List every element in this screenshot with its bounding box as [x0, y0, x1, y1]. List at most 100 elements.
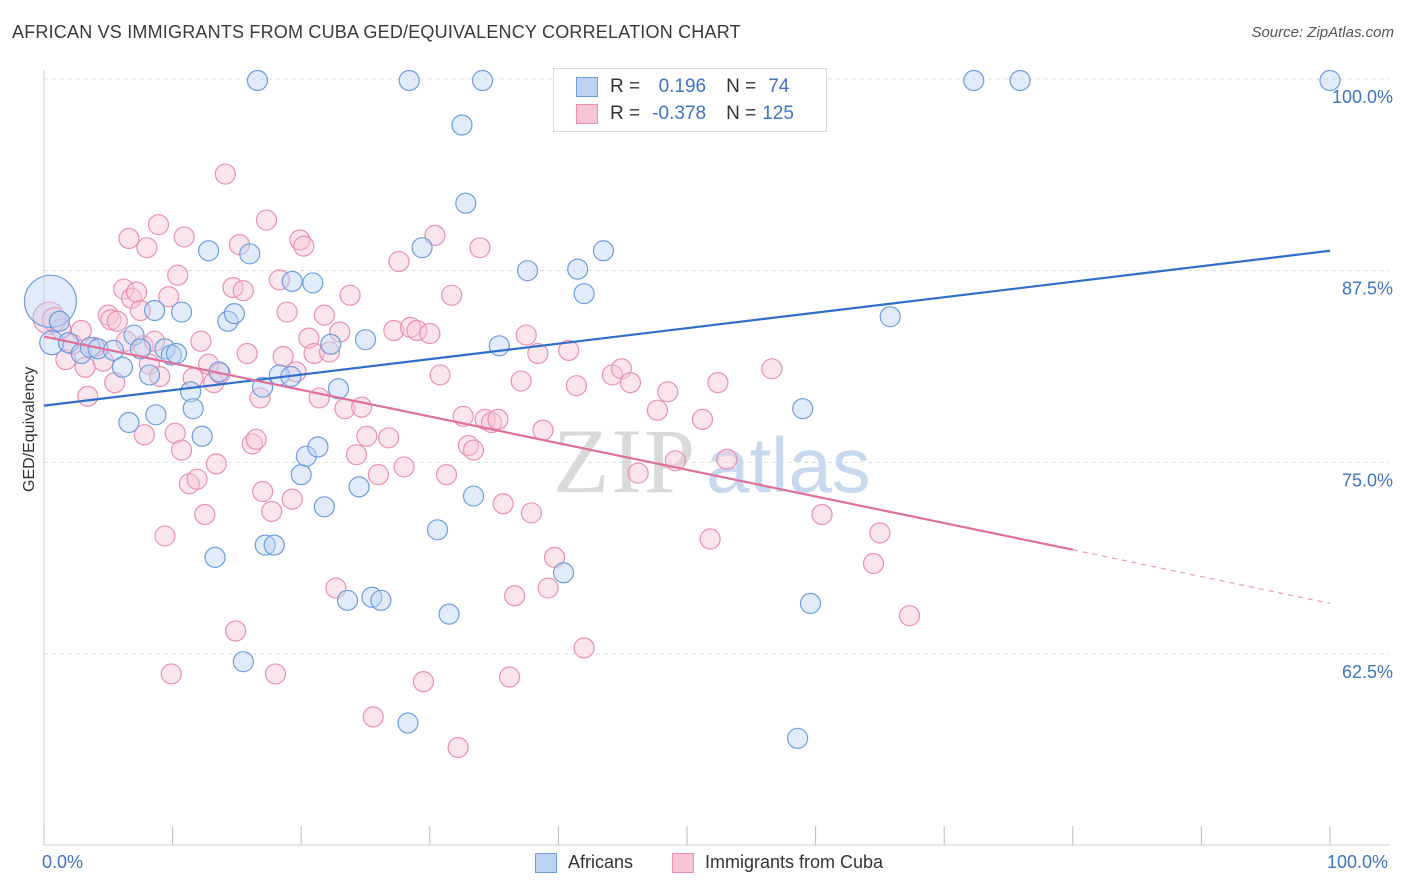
cuba-point — [190, 330, 212, 352]
cuba-point — [435, 464, 458, 486]
legend-r-value: -0.378 — [652, 103, 707, 124]
cuba-trend-extension — [1072, 549, 1331, 604]
legend-r-value: 0.196 — [658, 76, 707, 97]
cuba-point — [313, 304, 335, 326]
cuba-point — [487, 408, 509, 430]
africans-point — [573, 283, 595, 305]
cuba-point — [133, 424, 155, 446]
cuba-point — [225, 620, 247, 642]
axes — [43, 70, 1390, 846]
cuba-point — [281, 488, 303, 510]
cuba-point — [520, 502, 542, 524]
cuba-point — [565, 375, 588, 397]
y-axis-label: GED/Equivalency — [21, 366, 38, 492]
y-tick-label: 100.0% — [1332, 87, 1393, 107]
correlation-legend: R = 0.196 N = 74 R = -0.378 N = 125 — [553, 68, 827, 132]
africans-point — [118, 411, 140, 434]
africans-point — [438, 603, 460, 625]
legend-r-label: R = — [610, 76, 641, 97]
legend-n-label: N = — [726, 76, 757, 97]
cuba-point — [419, 322, 441, 345]
africans-point — [239, 243, 261, 265]
africans-point — [165, 342, 188, 365]
series-legend: Africans Immigrants from Cuba — [0, 852, 1406, 876]
series-label-africans: Africans — [568, 852, 634, 872]
cuba-point — [367, 464, 389, 486]
africans-point — [370, 589, 392, 611]
legend-n-label: N = — [726, 103, 757, 124]
africans-point — [313, 496, 335, 518]
africans-point — [204, 546, 226, 569]
africans-point — [348, 476, 370, 498]
cuba-point — [167, 264, 189, 286]
africans-point — [1009, 69, 1031, 92]
africans-point — [111, 356, 134, 378]
cuba-point — [424, 224, 446, 246]
cuba-point — [261, 500, 283, 522]
cuba-point — [388, 250, 410, 273]
cuba-point — [657, 381, 679, 403]
africans-point — [198, 240, 220, 262]
y-tick-label: 62.5% — [1342, 662, 1393, 682]
africans-point — [295, 445, 317, 467]
cuba-point — [646, 399, 669, 421]
africans-point — [223, 303, 245, 325]
africans-trend-line — [43, 249, 1331, 407]
cuba-point — [106, 310, 128, 332]
africans-point — [488, 335, 510, 357]
cuba-point — [345, 444, 368, 466]
cuba-point — [441, 284, 463, 306]
africans-point — [327, 378, 350, 400]
chart-title: AFRICAN VS IMMIGRANTS FROM CUBA GED/EQUI… — [12, 22, 741, 42]
watermark-zip: ZIP — [553, 410, 697, 512]
cuba-point — [898, 605, 921, 627]
africans-point — [567, 258, 589, 280]
cuba-point — [510, 370, 532, 392]
cuba-point — [532, 419, 554, 441]
x-tick-min: 0.0% — [42, 852, 84, 872]
cuba-point — [339, 284, 361, 306]
cuba-point — [252, 480, 274, 503]
africans-point — [336, 589, 359, 611]
cuba-point — [699, 528, 721, 550]
africans-point — [232, 651, 254, 673]
cuba-point — [527, 342, 549, 365]
cuba-point — [272, 345, 294, 368]
cuba-point — [232, 280, 254, 302]
africans-point — [592, 240, 615, 262]
cuba-point — [276, 301, 298, 323]
cuba-point — [716, 448, 738, 470]
legend-n-value: 74 — [768, 76, 790, 97]
cuba-point — [70, 319, 92, 342]
watermark-atlas: atlas — [706, 421, 871, 509]
cuba-point — [469, 237, 491, 259]
cuba-point — [498, 666, 521, 688]
series-africans — [23, 69, 1341, 749]
africans-point — [799, 592, 822, 615]
cuba-point — [573, 637, 595, 659]
cuba-point — [236, 342, 258, 365]
africans-point — [123, 324, 145, 346]
cuba-point — [869, 522, 891, 544]
cuba-point — [77, 385, 99, 407]
africans-point — [354, 329, 377, 351]
cuba-point — [515, 324, 537, 346]
africans-point — [145, 404, 167, 426]
cuba-point — [619, 372, 642, 394]
africans-point — [182, 398, 204, 420]
africans-point — [397, 712, 419, 734]
cuba-point — [255, 209, 278, 231]
cuba-point — [378, 427, 400, 449]
africans-point — [455, 192, 477, 214]
africans-point — [426, 519, 449, 541]
series-swatch-africans — [535, 852, 557, 873]
y-tick-label: 87.5% — [1342, 279, 1393, 299]
x-tick-max: 100.0% — [1327, 852, 1389, 872]
cuba-point — [289, 229, 311, 251]
legend-swatch-africans — [576, 77, 598, 97]
cuba-point — [171, 439, 193, 461]
cuba-point — [412, 670, 434, 693]
cuba-point — [537, 577, 559, 599]
cuba-point — [147, 214, 170, 236]
